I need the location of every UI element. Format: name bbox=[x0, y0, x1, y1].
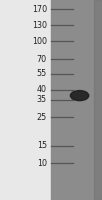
Text: 170: 170 bbox=[32, 4, 47, 14]
Text: 15: 15 bbox=[37, 142, 47, 150]
Text: 10: 10 bbox=[37, 158, 47, 168]
Text: 130: 130 bbox=[32, 21, 47, 29]
Text: 70: 70 bbox=[37, 54, 47, 64]
Text: 25: 25 bbox=[37, 112, 47, 121]
Text: 35: 35 bbox=[37, 96, 47, 104]
Bar bbox=[94, 0, 102, 200]
Bar bbox=[0, 0, 51, 200]
Text: 40: 40 bbox=[37, 85, 47, 94]
Text: 55: 55 bbox=[37, 70, 47, 78]
Ellipse shape bbox=[70, 91, 89, 101]
Bar bbox=[51, 0, 102, 200]
Text: 100: 100 bbox=[32, 36, 47, 46]
